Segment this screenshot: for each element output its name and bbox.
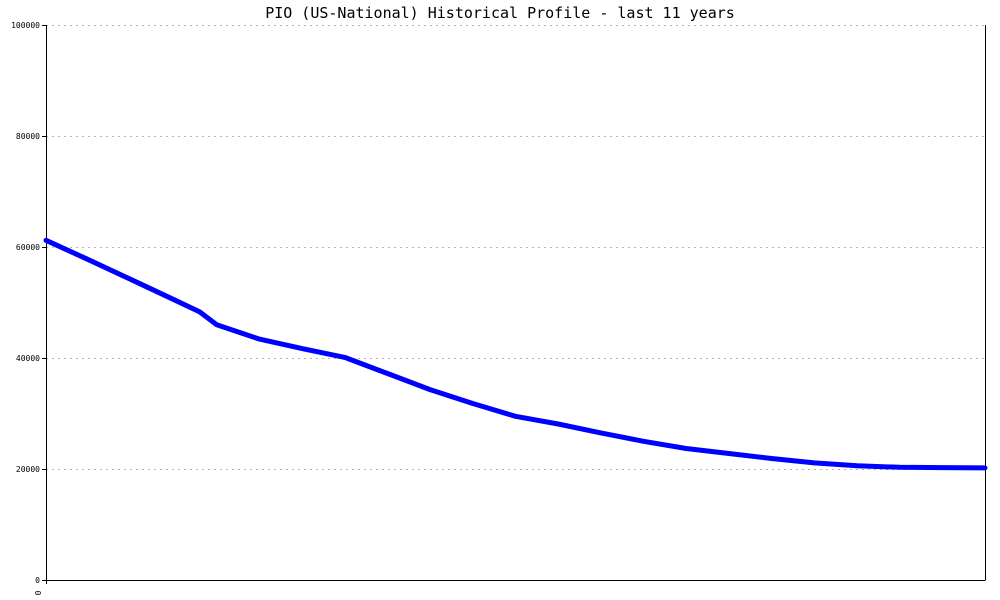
y-tick-label: 100000 [11, 21, 40, 30]
chart-title: PIO (US-National) Historical Profile - l… [265, 4, 735, 22]
axes [46, 25, 986, 581]
x-axis-ticks: 0 [34, 580, 47, 595]
y-tick-label: 80000 [16, 132, 40, 141]
y-tick-label: 0 [35, 576, 40, 585]
y-tick-label: 60000 [16, 243, 40, 252]
y-tick-label: 40000 [16, 354, 40, 363]
x-tick-label: 0 [34, 590, 43, 595]
grid-lines [46, 25, 985, 470]
y-axis-ticks: 0 20000 40000 60000 80000 100000 [11, 21, 46, 585]
series-line [43, 237, 988, 471]
y-tick-label: 20000 [16, 465, 40, 474]
series-layer [43, 237, 988, 471]
